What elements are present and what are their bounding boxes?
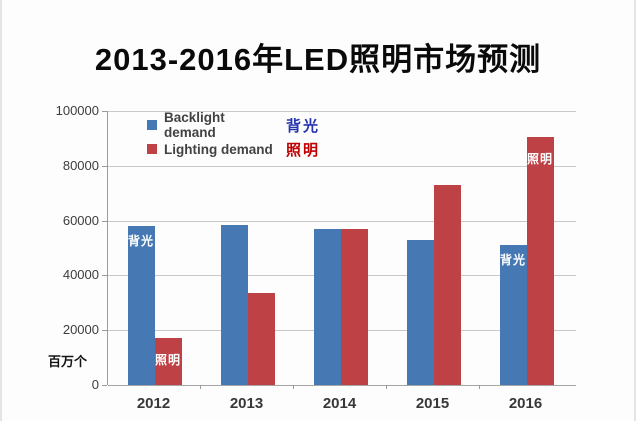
y-tick-mark bbox=[102, 330, 107, 332]
y-tick-label: 80000 bbox=[62, 157, 99, 173]
x-tick-mark bbox=[386, 385, 387, 389]
x-tick-label: 2013 bbox=[229, 395, 264, 412]
bar-2012-lighting: 照明 bbox=[154, 338, 182, 385]
gridline bbox=[108, 165, 576, 167]
bar-2014-backlight bbox=[313, 228, 341, 385]
legend-backlight-cn: 背光 bbox=[286, 117, 321, 135]
legend-item-lighting: Lighting demand 照明 bbox=[147, 137, 320, 161]
y-tick-label: 60000 bbox=[62, 212, 99, 228]
bar-2016-lighting: 照明 bbox=[526, 137, 554, 385]
y-tick-mark bbox=[102, 165, 107, 167]
legend-label-lighting: Lighting demand bbox=[164, 141, 273, 157]
y-tick-label: 20000 bbox=[62, 322, 99, 338]
bar-2015-lighting bbox=[433, 184, 461, 385]
y-tick-label: 0 bbox=[91, 377, 99, 392]
x-tick-mark bbox=[200, 385, 201, 389]
legend-swatch-backlight-icon bbox=[147, 120, 157, 130]
plot-area: 背光 照明 背光 照明 bbox=[107, 111, 576, 386]
legend-label-backlight: Backlight demand bbox=[164, 110, 225, 140]
y-tick-mark bbox=[102, 111, 107, 112]
legend-lighting-cn: 照明 bbox=[286, 141, 321, 159]
page-title: 2013-2016年LED照明市场预测 bbox=[94, 42, 542, 77]
bar-2013-backlight bbox=[220, 224, 248, 385]
bar-2014-lighting bbox=[340, 228, 368, 385]
y-tick-label: 40000 bbox=[62, 267, 99, 283]
y-tick-mark bbox=[102, 385, 107, 386]
bar-value-label: 照明 bbox=[526, 152, 553, 167]
x-tick-mark bbox=[479, 385, 480, 389]
gridline bbox=[108, 220, 576, 222]
gridline bbox=[108, 111, 576, 112]
x-axis-line bbox=[108, 385, 576, 386]
x-tick-label: 2015 bbox=[415, 395, 450, 412]
legend-swatch-lighting-icon bbox=[147, 144, 157, 154]
x-tick-label: 2012 bbox=[136, 395, 171, 412]
bar-2012-backlight: 背光 bbox=[127, 226, 155, 385]
y-tick-mark bbox=[102, 220, 107, 222]
bar-value-label: 背光 bbox=[499, 253, 526, 268]
legend-item-backlight: Backlight demand 背光 bbox=[147, 110, 321, 140]
y-axis-unit-label: 百万个 bbox=[48, 354, 88, 369]
bar-2013-lighting bbox=[247, 293, 275, 385]
bar-2016-backlight: 背光 bbox=[499, 245, 527, 385]
x-tick-label: 2016 bbox=[508, 395, 543, 412]
y-tick-label: 100000 bbox=[55, 103, 99, 118]
bar-2015-backlight bbox=[406, 239, 434, 385]
bar-value-label: 背光 bbox=[127, 234, 154, 249]
y-tick-mark bbox=[102, 275, 107, 277]
legend: Backlight demand 背光 Lighting demand 照明 bbox=[147, 110, 321, 161]
bar-value-label: 照明 bbox=[154, 353, 181, 368]
x-tick-label: 2014 bbox=[322, 395, 357, 412]
x-tick-mark bbox=[293, 385, 294, 389]
